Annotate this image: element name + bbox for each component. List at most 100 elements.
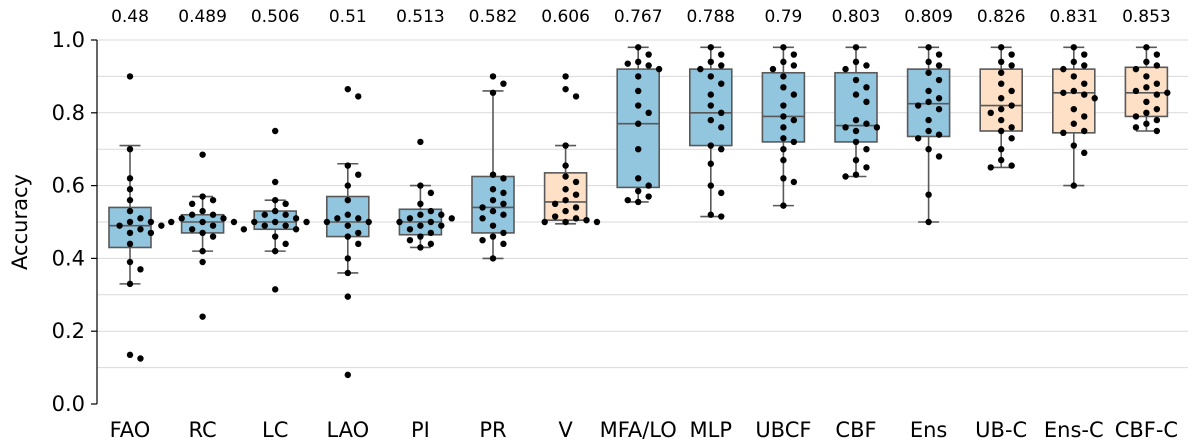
data-point <box>292 215 300 222</box>
data-point <box>914 135 922 142</box>
data-point <box>572 93 580 100</box>
data-point <box>873 124 881 131</box>
data-point <box>1153 51 1161 58</box>
data-point <box>635 187 642 195</box>
data-point <box>572 204 580 211</box>
x-tick-label: MLP <box>690 418 732 442</box>
data-point <box>147 229 155 237</box>
data-point <box>126 229 134 237</box>
data-point <box>863 98 870 106</box>
data-point <box>852 138 860 146</box>
data-point <box>718 62 725 69</box>
data-point <box>707 73 714 80</box>
data-point <box>635 44 642 51</box>
data-point <box>272 127 279 135</box>
data-point <box>427 207 435 215</box>
data-point <box>707 142 714 149</box>
x-tick-label: PI <box>411 418 430 442</box>
data-point <box>707 44 714 51</box>
data-point <box>863 84 870 91</box>
data-point <box>137 226 144 233</box>
data-point <box>126 240 134 248</box>
data-point <box>1008 87 1015 95</box>
data-point <box>707 211 714 218</box>
data-point <box>406 215 414 222</box>
data-point <box>1070 120 1078 127</box>
data-point <box>551 213 559 220</box>
data-point <box>635 102 642 109</box>
data-point <box>925 127 932 135</box>
data-point <box>645 182 652 189</box>
x-tick-label: PR <box>479 418 506 442</box>
data-point <box>199 193 206 200</box>
data-point <box>344 269 351 277</box>
data-point <box>126 146 134 153</box>
data-point <box>842 65 849 73</box>
data-point <box>635 175 642 182</box>
data-point <box>220 215 227 222</box>
data-point <box>780 124 787 131</box>
data-point <box>168 218 175 226</box>
y-tick-label: 0.6 <box>52 174 85 198</box>
data-point <box>780 84 787 91</box>
data-point <box>272 286 279 293</box>
data-point <box>427 229 435 237</box>
data-point <box>334 215 341 222</box>
data-point <box>1143 73 1150 80</box>
data-point <box>126 207 134 215</box>
data-point <box>188 211 196 218</box>
data-point <box>489 207 497 215</box>
data-point <box>790 138 798 146</box>
data-point <box>562 196 569 204</box>
data-point <box>500 200 507 207</box>
data-point <box>1153 105 1161 113</box>
x-tick-label: UBCF <box>755 418 811 442</box>
data-point <box>718 146 725 153</box>
mean-value-label: 0.506 <box>251 7 300 27</box>
y-axis: 0.0 0.2 0.4 0.6 0.8 1.0 <box>52 28 98 416</box>
data-point <box>780 113 787 120</box>
data-point <box>635 198 642 206</box>
y-tick-label: 1.0 <box>52 28 85 52</box>
data-point <box>707 58 714 66</box>
data-point <box>925 69 932 76</box>
data-point <box>635 58 642 66</box>
data-point <box>282 200 289 207</box>
mean-value-label: 0.79 <box>764 7 802 27</box>
data-point <box>199 247 206 255</box>
x-tick-label: RC <box>188 418 216 442</box>
data-point <box>417 233 424 240</box>
data-point <box>780 146 787 153</box>
data-point <box>1081 62 1088 69</box>
data-point <box>852 127 860 135</box>
mean-value-label: 0.767 <box>614 7 663 27</box>
data-point <box>427 240 435 248</box>
data-point <box>1132 113 1140 120</box>
data-point <box>303 218 310 226</box>
data-point <box>199 218 206 226</box>
data-point <box>209 196 217 204</box>
data-point <box>479 237 486 244</box>
data-point <box>1081 91 1088 98</box>
data-point <box>355 215 362 222</box>
data-point <box>562 85 569 93</box>
data-point <box>790 116 798 124</box>
data-point <box>780 202 787 209</box>
data-point <box>500 229 507 237</box>
data-point <box>645 193 652 200</box>
mean-labels: 0.48 0.489 0.506 0.51 0.513 0.582 0.606 0.767 0.… <box>111 7 1171 27</box>
x-tick-label: Ens-C <box>1044 418 1104 442</box>
data-point <box>272 218 279 226</box>
data-point <box>489 171 497 178</box>
data-point <box>998 58 1005 66</box>
data-point <box>199 313 206 320</box>
mean-value-label: 0.489 <box>178 7 227 27</box>
data-point <box>998 127 1005 135</box>
data-point <box>635 73 642 80</box>
data-point <box>1070 105 1078 113</box>
mean-value-label: 0.788 <box>686 7 735 27</box>
data-point <box>998 69 1005 76</box>
data-point <box>209 233 217 240</box>
data-point <box>645 109 652 117</box>
data-point <box>1081 51 1088 58</box>
